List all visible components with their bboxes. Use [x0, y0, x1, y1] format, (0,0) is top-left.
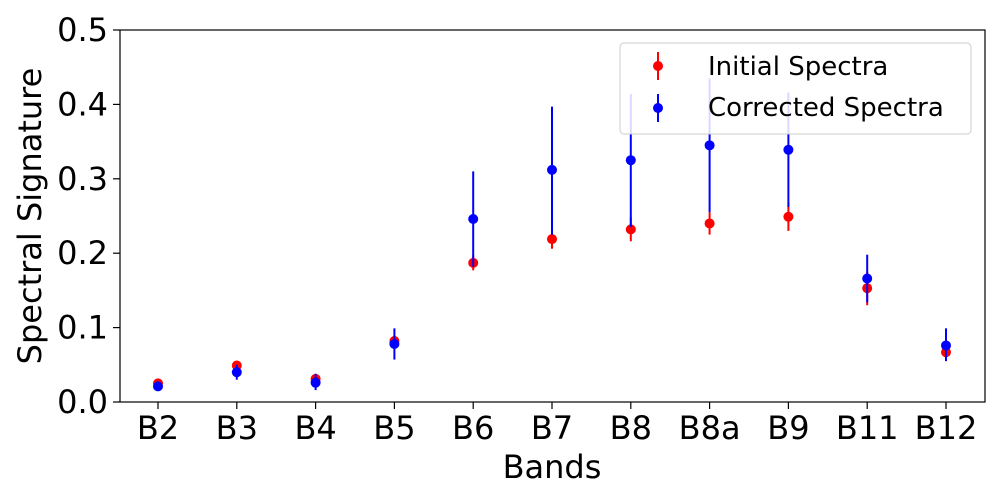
y-tick-label: 0.0 [57, 383, 108, 421]
legend-markers [653, 52, 663, 122]
y-tick-label: 0.1 [57, 309, 108, 347]
data-point [231, 367, 242, 378]
x-tick-label: B11 [836, 409, 899, 447]
x-tick-label: B9 [767, 409, 809, 447]
data-point [783, 211, 794, 222]
data-point [704, 218, 715, 229]
y-axis-title: Spectral Signature [11, 68, 49, 365]
data-point [468, 213, 479, 224]
x-tick-label: B4 [294, 409, 336, 447]
data-point [625, 224, 636, 235]
x-tick-label: B2 [137, 409, 179, 447]
x-tick-label: B7 [531, 409, 573, 447]
legend: Initial Spectra Corrected Spectra [619, 42, 972, 135]
x-tick-label: B6 [452, 409, 494, 447]
data-point [153, 381, 163, 392]
y-tick-label: 0.4 [57, 85, 108, 123]
y-tick-label: 0.2 [57, 234, 108, 272]
x-ticks: B2 B3 B4 B5 B6 B7 B8 B8a B9 B11 B12 [137, 402, 977, 447]
data-point [547, 234, 557, 245]
legend-marker [653, 61, 663, 71]
legend-label-initial: Initial Spectra [708, 52, 888, 82]
x-tick-label: B3 [216, 409, 258, 447]
legend-label-corrected: Corrected Spectra [708, 93, 944, 123]
data-point [862, 273, 873, 284]
data-point [704, 140, 715, 151]
data-point [941, 340, 951, 351]
legend-marker [653, 103, 663, 113]
data-point [625, 155, 636, 166]
x-axis-title: Bands [503, 448, 602, 486]
y-tick-label: 0.3 [57, 160, 108, 198]
x-tick-label: B5 [373, 409, 415, 447]
legend-box [619, 42, 972, 135]
y-tick-label: 0.5 [57, 11, 108, 49]
data-point [783, 144, 794, 155]
x-tick-label: B12 [915, 409, 978, 447]
x-tick-label: B8 [610, 409, 652, 447]
data-point [547, 164, 557, 175]
data-point [389, 338, 400, 349]
x-tick-label: B8a [679, 409, 741, 447]
data-point [310, 377, 321, 388]
y-ticks: 0.0 0.1 0.2 0.3 0.4 0.5 [57, 11, 120, 421]
